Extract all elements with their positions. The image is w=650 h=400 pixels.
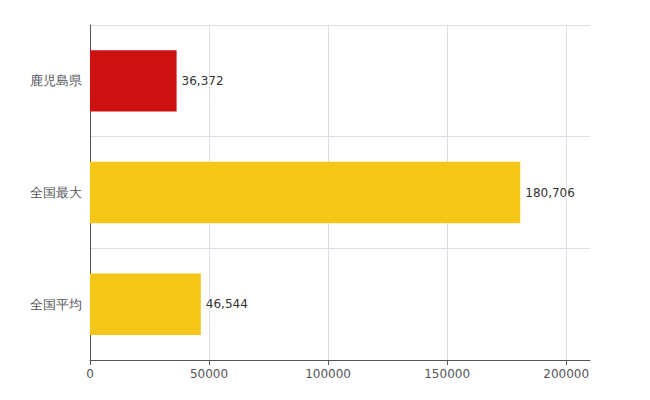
svg-text:200000: 200000 [543, 367, 589, 381]
svg-text:180,706: 180,706 [525, 186, 575, 200]
svg-text:50000: 50000 [190, 367, 228, 381]
svg-text:150000: 150000 [424, 367, 470, 381]
svg-text:100000: 100000 [305, 367, 351, 381]
svg-text:全国平均: 全国平均 [30, 297, 82, 312]
svg-text:鹿児島県: 鹿児島県 [30, 73, 82, 88]
svg-text:46,544: 46,544 [206, 297, 248, 311]
svg-text:36,372: 36,372 [182, 74, 224, 88]
svg-text:0: 0 [86, 367, 94, 381]
svg-text:全国最大: 全国最大 [30, 185, 82, 200]
